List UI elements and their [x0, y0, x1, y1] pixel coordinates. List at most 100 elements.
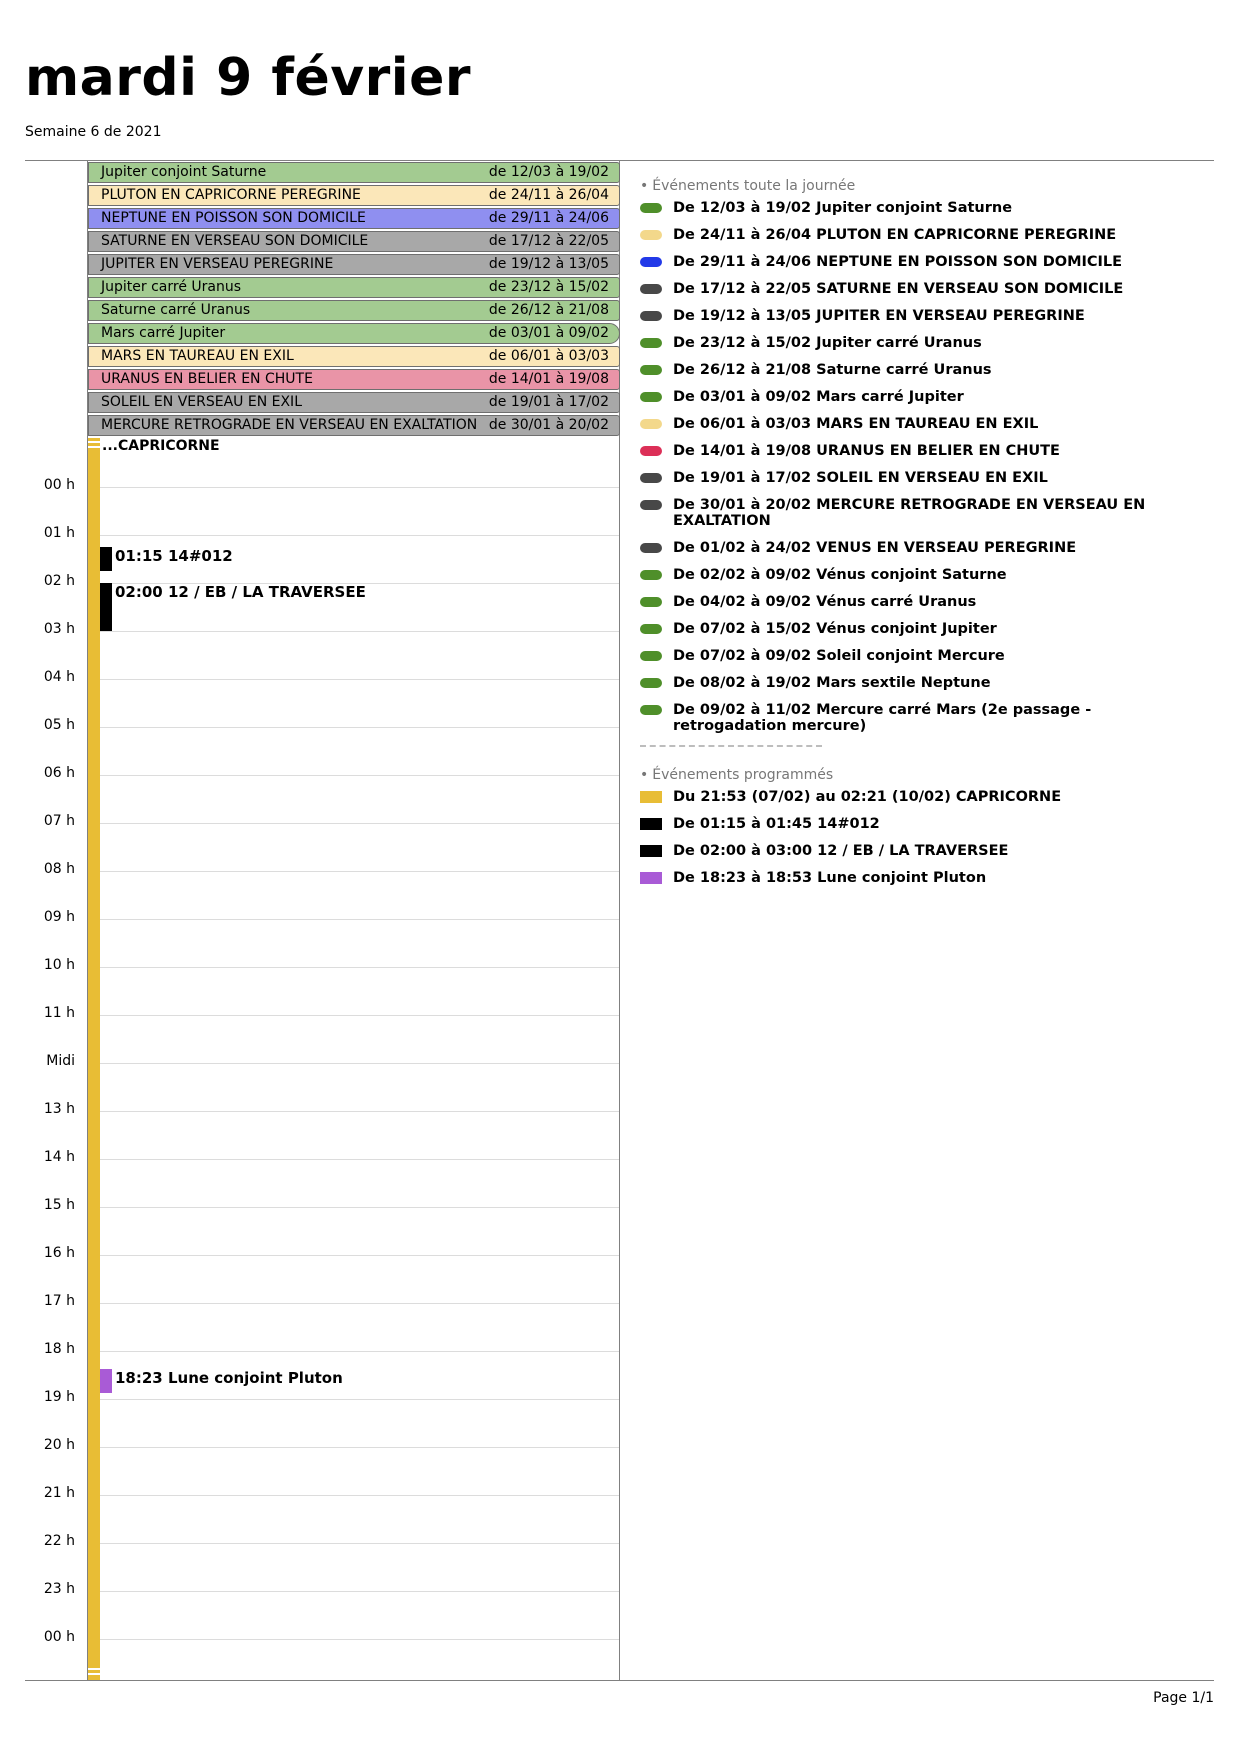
event-summary-item[interactable]: De 01/02 à 24/02 VENUS EN VERSEAU PEREGR… — [640, 540, 1200, 556]
event-summary-item[interactable]: De 23/12 à 15/02 Jupiter carré Uranus — [640, 335, 1200, 351]
bar-end-notch — [88, 1668, 100, 1670]
all-day-section-title: • Événements toute la journée — [640, 178, 856, 194]
all-day-bar-name: Jupiter conjoint Saturne — [101, 164, 267, 180]
color-swatch-icon — [640, 543, 662, 553]
hour-gridline — [100, 1351, 619, 1352]
all-day-bar[interactable]: SOLEIL EN VERSEAU EN EXIL de 19/01 à 17/0… — [88, 392, 620, 413]
event-summary-item[interactable]: De 14/01 à 19/08 URANUS EN BELIER EN CHU… — [640, 443, 1200, 459]
event-summary-item[interactable]: De 12/03 à 19/02 Jupiter conjoint Saturn… — [640, 200, 1200, 216]
event-summary-item[interactable]: De 24/11 à 26/04 PLUTON EN CAPRICORNE PE… — [640, 227, 1200, 243]
event-summary-item[interactable]: De 01:15 à 01:45 14#012 — [640, 816, 1200, 832]
all-day-event-list: De 12/03 à 19/02 Jupiter conjoint Saturn… — [640, 200, 1200, 734]
all-day-bar[interactable]: MARS EN TAUREAU EN EXIL de 06/01 à 03/03 — [88, 346, 620, 367]
bar-start-notch — [88, 441, 100, 443]
hour-label: 21 h — [43, 1485, 75, 1501]
dashed-separator — [640, 745, 822, 747]
all-day-bar-range: de 12/03 à 19/02 — [488, 164, 609, 180]
hour-gridline — [100, 1447, 619, 1448]
color-swatch-icon — [640, 365, 662, 375]
event-summary-text: De 12/03 à 19/02 Jupiter conjoint Saturn… — [673, 200, 1013, 216]
all-day-bar-name: JUPITER EN VERSEAU PEREGRINE — [101, 256, 334, 272]
all-day-bar[interactable]: Jupiter conjoint Saturne de 12/03 à 19/02 — [88, 162, 620, 183]
event-summary-item[interactable]: De 19/12 à 13/05 JUPITER EN VERSEAU PERE… — [640, 308, 1200, 324]
color-swatch-icon — [640, 419, 662, 429]
event-summary-item[interactable]: De 09/02 à 11/02 Mercure carré Mars (2e … — [640, 702, 1200, 734]
event-label: 18:23 Lune conjoint Pluton — [115, 1369, 343, 1388]
hour-gridline — [100, 487, 619, 488]
hour-gridline — [100, 1399, 619, 1400]
all-day-bar[interactable]: JUPITER EN VERSEAU PEREGRINE de 19/12 à 1… — [88, 254, 620, 275]
hour-label: 18 h — [43, 1341, 75, 1357]
event-summary-text: De 03/01 à 09/02 Mars carré Jupiter — [673, 389, 964, 405]
event-summary-item[interactable]: De 26/12 à 21/08 Saturne carré Uranus — [640, 362, 1200, 378]
color-swatch-icon — [640, 624, 662, 634]
hour-label: 19 h — [43, 1389, 75, 1405]
color-swatch-icon — [640, 473, 662, 483]
color-swatch-icon — [640, 338, 662, 348]
all-day-bar[interactable]: NEPTUNE EN POISSON SON DOMICILE de 29/11 … — [88, 208, 620, 229]
event-summary-item[interactable]: De 06/01 à 03/03 MARS EN TAUREAU EN EXIL — [640, 416, 1200, 432]
event-summary-text: De 29/11 à 24/06 NEPTUNE EN POISSON SON … — [673, 254, 1123, 270]
all-day-bar-range: de 19/12 à 13/05 — [488, 256, 609, 272]
all-day-bar-range: de 17/12 à 22/05 — [488, 233, 609, 249]
event-summary-item[interactable]: De 18:23 à 18:53 Lune conjoint Pluton — [640, 870, 1200, 886]
event-summary-item[interactable]: De 07/02 à 15/02 Vénus conjoint Jupiter — [640, 621, 1200, 637]
all-day-bar[interactable]: SATURNE EN VERSEAU SON DOMICILE de 17/12 … — [88, 231, 620, 252]
scheduled-event-list: Du 21:53 (07/02) au 02:21 (10/02) CAPRIC… — [640, 789, 1200, 886]
hour-gridline — [100, 535, 619, 536]
event-summary-item[interactable]: De 02/02 à 09/02 Vénus conjoint Saturne — [640, 567, 1200, 583]
event-summary-item[interactable]: De 02:00 à 03:00 12 / EB / LA TRAVERSEE — [640, 843, 1200, 859]
hour-label: 04 h — [43, 669, 75, 685]
event-summary-item[interactable]: Du 21:53 (07/02) au 02:21 (10/02) CAPRIC… — [640, 789, 1200, 805]
event-summary-item[interactable]: De 19/01 à 17/02 SOLEIL EN VERSEAU EN EX… — [640, 470, 1200, 486]
event-summary-text: De 07/02 à 09/02 Soleil conjoint Mercure — [673, 648, 1005, 664]
hour-label: 01 h — [43, 525, 75, 541]
page-number: Page 1/1 — [1153, 1690, 1214, 1706]
hour-label: 20 h — [43, 1437, 75, 1453]
color-swatch-icon — [640, 678, 662, 688]
event-summary-item[interactable]: De 07/02 à 09/02 Soleil conjoint Mercure — [640, 648, 1200, 664]
hour-gridline — [100, 1111, 619, 1112]
event-color-block — [100, 1369, 112, 1394]
all-day-bar-name: SATURNE EN VERSEAU SON DOMICILE — [101, 233, 369, 249]
event-summary-text: De 18:23 à 18:53 Lune conjoint Pluton — [673, 870, 987, 886]
hour-label: 09 h — [43, 909, 75, 925]
event-summary-item[interactable]: De 03/01 à 09/02 Mars carré Jupiter — [640, 389, 1200, 405]
hour-label: 00 h — [43, 477, 75, 493]
color-swatch-icon — [640, 203, 662, 213]
hour-gridline — [100, 1207, 619, 1208]
event-summary-item[interactable]: De 04/02 à 09/02 Vénus carré Uranus — [640, 594, 1200, 610]
all-day-bar[interactable]: PLUTON EN CAPRICORNE PEREGRINE de 24/11 à… — [88, 185, 620, 206]
hour-label: 23 h — [43, 1581, 75, 1597]
all-day-bar[interactable]: Saturne carré Uranus de 26/12 à 21/08 — [88, 300, 620, 321]
event-summary-text: De 30/01 à 20/02 MERCURE RETROGRADE EN V… — [673, 497, 1146, 529]
hour-gridline — [100, 1255, 619, 1256]
event-summary-text: De 01/02 à 24/02 VENUS EN VERSEAU PEREGR… — [673, 540, 1077, 556]
page-title: mardi 9 février — [25, 48, 472, 108]
color-swatch-icon — [640, 446, 662, 456]
all-day-bar-name: Jupiter carré Uranus — [101, 279, 242, 295]
capricorne-span-bar[interactable] — [88, 438, 100, 1680]
all-day-bar[interactable]: MERCURE RETROGRADE EN VERSEAU EN EXALTAT… — [88, 415, 620, 436]
all-day-bar[interactable]: Jupiter carré Uranus de 23/12 à 15/02 — [88, 277, 620, 298]
event-summary-text: De 06/01 à 03/03 MARS EN TAUREAU EN EXIL — [673, 416, 1039, 432]
color-swatch-icon — [640, 845, 662, 857]
event-summary-item[interactable]: De 17/12 à 22/05 SATURNE EN VERSEAU SON … — [640, 281, 1200, 297]
hour-label: 13 h — [43, 1101, 75, 1117]
event-summary-text: De 04/02 à 09/02 Vénus carré Uranus — [673, 594, 977, 610]
color-swatch-icon — [640, 257, 662, 267]
event-summary-item[interactable]: De 08/02 à 19/02 Mars sextile Neptune — [640, 675, 1200, 691]
capricorne-continuation-label[interactable]: ...CAPRICORNE — [102, 438, 220, 454]
hour-gridline — [100, 775, 619, 776]
event-summary-item[interactable]: De 29/11 à 24/06 NEPTUNE EN POISSON SON … — [640, 254, 1200, 270]
event-label: 01:15 14#012 — [115, 547, 233, 565]
hour-label: 17 h — [43, 1293, 75, 1309]
event-summary-item[interactable]: De 30/01 à 20/02 MERCURE RETROGRADE EN V… — [640, 497, 1200, 529]
event-summary-text: De 19/12 à 13/05 JUPITER EN VERSEAU PERE… — [673, 308, 1085, 324]
hour-gridline — [100, 823, 619, 824]
hour-gridline — [100, 583, 619, 584]
event-color-block — [100, 583, 112, 631]
all-day-bar[interactable]: Mars carré Jupiter de 03/01 à 09/02 — [88, 323, 620, 344]
all-day-bar[interactable]: URANUS EN BELIER EN CHUTE de 14/01 à 19/0… — [88, 369, 620, 390]
event-summary-text: Du 21:53 (07/02) au 02:21 (10/02) CAPRIC… — [673, 789, 1062, 805]
